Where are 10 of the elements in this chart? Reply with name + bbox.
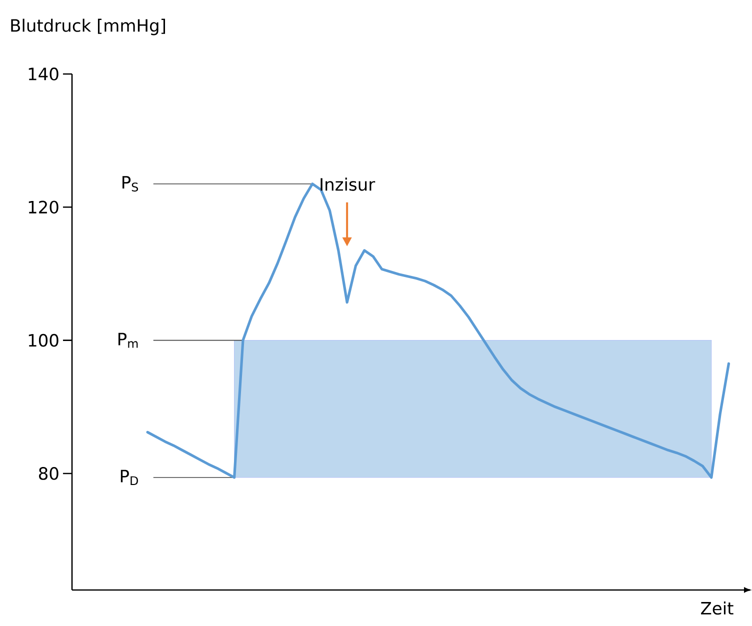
y-tick-label: 140 bbox=[28, 68, 58, 80]
ref-line-label: P$_{D}$ bbox=[120, 470, 138, 486]
ref-line-label: P$_{S}$ bbox=[122, 176, 138, 192]
annotation: Inzisur bbox=[320, 178, 376, 191]
x-axis-title: Zeit bbox=[701, 602, 734, 615]
ref-line-label: P$_{m}$ bbox=[118, 332, 138, 348]
y-tick-label: 80 bbox=[39, 467, 58, 480]
y-tick-label: 120 bbox=[28, 200, 58, 214]
y-axis-title: Blutdruck [mmHg] bbox=[11, 18, 166, 36]
y-tick-label: 100 bbox=[28, 334, 58, 347]
